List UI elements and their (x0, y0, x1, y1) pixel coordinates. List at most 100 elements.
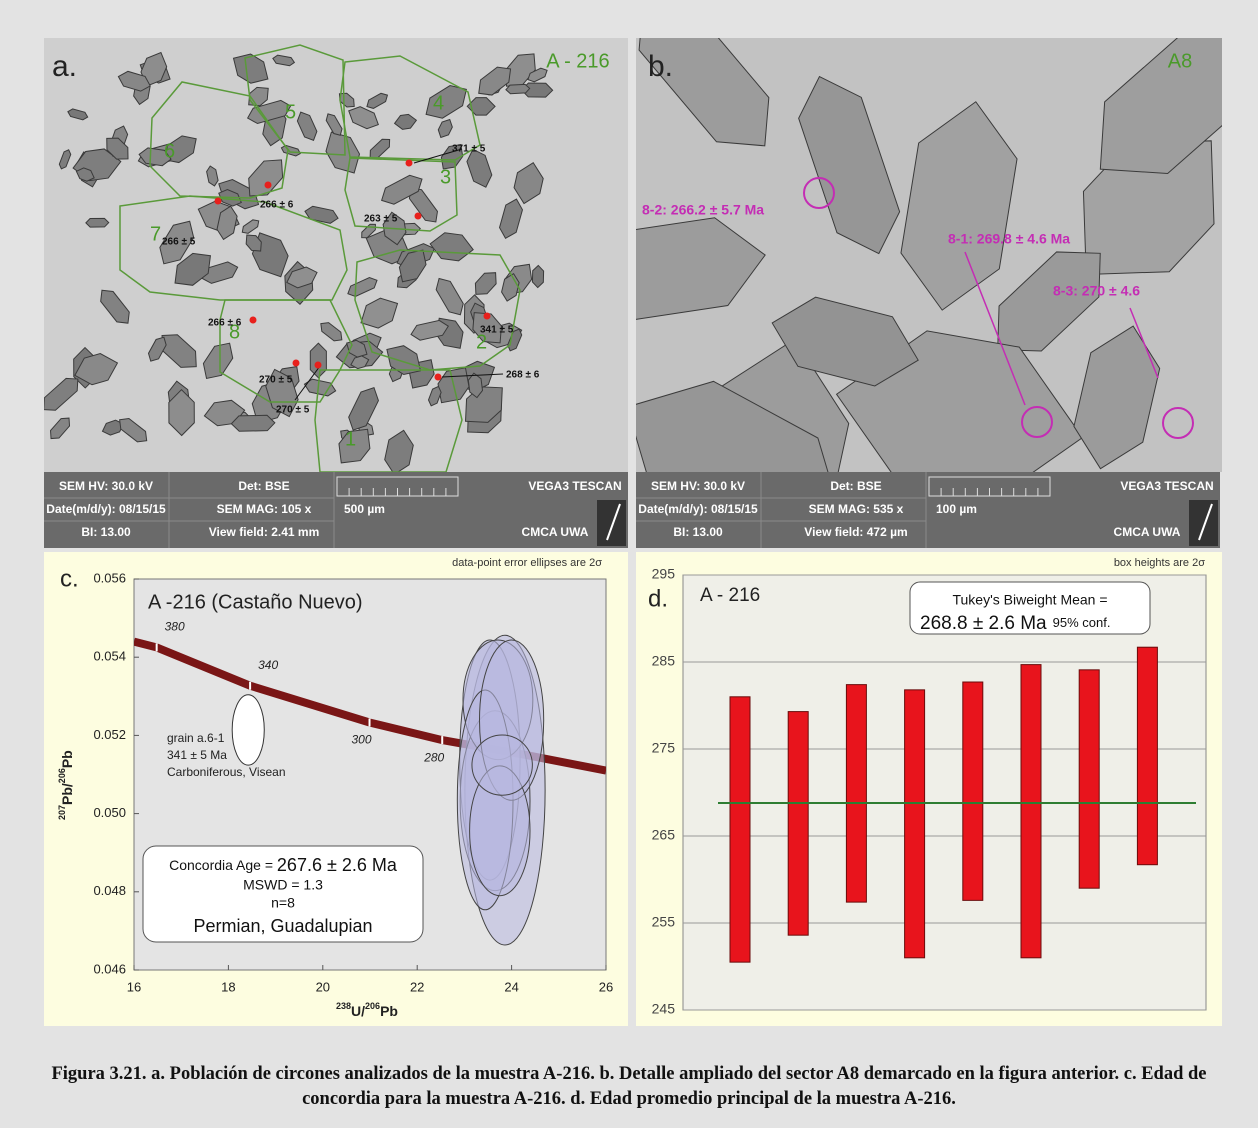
info-text: 500 µm (344, 502, 385, 516)
label-part: 238 (336, 1001, 351, 1011)
y-tick-label: 0.046 (93, 961, 126, 976)
zone-number: 3 (440, 166, 451, 188)
age-label: 263 ± 5 (364, 214, 398, 225)
zone-number: 6 (164, 140, 175, 162)
age-label: 371 ± 5 (452, 144, 486, 155)
x-tick-label: 22 (410, 979, 424, 994)
y-tick-label: 0.054 (93, 649, 126, 664)
age-label: 300 (352, 733, 372, 747)
panel-label: d. (648, 585, 668, 612)
label-part: Pb (380, 1003, 398, 1019)
label-part: 206 (365, 1001, 380, 1011)
spot (435, 374, 442, 381)
info-text: View field: 472 µm (804, 525, 907, 539)
error-ellipse (472, 735, 532, 795)
info-text: View field: 2.41 mm (209, 525, 320, 539)
grain (86, 218, 109, 227)
panel-label: a. (52, 50, 77, 83)
info-text: CMCA UWA (1114, 525, 1181, 539)
age-label: 340 (258, 658, 278, 672)
x-tick-label: 24 (504, 979, 518, 994)
spot (215, 198, 222, 205)
info-text: BI: 13.00 (673, 525, 723, 539)
label-part: 206 (57, 768, 67, 783)
age-label: 341 ± 5 (480, 325, 514, 336)
chart-title: A -216 (Castaño Nuevo) (148, 591, 363, 613)
info-text: 100 µm (936, 502, 977, 516)
grain (506, 84, 530, 94)
range-bar (788, 712, 808, 936)
zone-number: 4 (433, 92, 444, 114)
y-tick-label: 0.052 (93, 727, 126, 742)
chart-title: A - 216 (700, 585, 760, 606)
mean-value: 268.8 ± 2.6 Ma (920, 613, 1047, 634)
panel-label: b. (648, 50, 673, 83)
age-label: 280 (423, 750, 444, 764)
y-tick-label: 0.056 (93, 570, 126, 585)
grain-note: grain a.6-1 (167, 731, 225, 745)
x-tick-label: 18 (221, 979, 235, 994)
zone-number: 5 (285, 101, 296, 123)
result-line: Permian, Guadalupian (193, 916, 372, 936)
info-text: SEM MAG: 105 x (217, 502, 312, 516)
spot (250, 317, 257, 324)
grain-note: 341 ± 5 Ma (167, 748, 227, 762)
info-text: SEM HV: 30.0 kV (59, 479, 153, 493)
age-label: 380 (165, 620, 185, 634)
info-text: Date(m/d/y): 08/15/15 (46, 502, 166, 516)
panel-label: c. (60, 565, 79, 592)
info-text: SEM HV: 30.0 kV (651, 479, 745, 493)
y-tick-label: 255 (652, 914, 676, 930)
concordia-age: Concordia Age = 267.6 ± 2.6 Ma (169, 855, 398, 875)
sem-image-a (44, 38, 628, 472)
spot (265, 182, 272, 189)
info-text: CMCA UWA (522, 525, 589, 539)
age-label: 270 ± 5 (276, 405, 310, 416)
figure-caption: Figura 3.21. a. Población de circones an… (29, 1062, 1229, 1112)
range-bar (846, 685, 866, 903)
logo (597, 500, 626, 546)
spot (293, 360, 300, 367)
y-tick-label: 285 (652, 653, 676, 669)
range-bar (1137, 647, 1157, 865)
logo (1189, 500, 1218, 546)
sample-label: A - 216 (546, 50, 609, 72)
y-tick-label: 0.050 (93, 805, 126, 820)
figure-page: a. A - 216 1 2 3 4 5 6 7 8 371 ± 5 263 ±… (0, 0, 1258, 1128)
grain-ellipse (232, 695, 264, 765)
label-part: U/ (351, 1003, 365, 1019)
spot-label: 8-2: 266.2 ± 5.7 Ma (642, 202, 764, 218)
grain-note: Carboniferous, Visean (167, 765, 286, 779)
y-tick-label: 275 (652, 740, 676, 756)
info-text: VEGA3 TESCAN (528, 479, 621, 493)
spot-label: 8-3: 270 ± 4.6 (1053, 283, 1140, 299)
info-text: Date(m/d/y): 08/15/15 (638, 502, 758, 516)
age-value: 267.6 ± 2.6 Ma (277, 855, 398, 875)
age-prefix: Concordia Age = (169, 857, 277, 873)
x-tick-label: 16 (127, 979, 141, 994)
info-text: Det: BSE (238, 479, 289, 493)
age-label: 270 ± 5 (259, 375, 293, 386)
grain (231, 415, 275, 431)
spot (406, 160, 413, 167)
age-label: 266 ± 6 (208, 318, 242, 329)
x-tick-label: 26 (599, 979, 613, 994)
sample-label: A8 (1168, 50, 1192, 72)
zone-number: 1 (345, 428, 356, 450)
grain (310, 343, 326, 378)
note: box heights are 2σ (1114, 557, 1205, 569)
info-text: VEGA3 TESCAN (1120, 479, 1213, 493)
label-part: Pb/ (59, 783, 75, 805)
info-text: BI: 13.00 (81, 525, 131, 539)
note: data-point error ellipses are 2σ (452, 557, 602, 569)
spot-label: 8-1: 269.8 ± 4.6 Ma (948, 231, 1070, 247)
age-label: 266 ± 5 (162, 237, 196, 248)
range-bar (963, 682, 983, 900)
annotation-line: Tukey's Biweight Mean = (952, 592, 1107, 608)
y-tick-label: 265 (652, 827, 676, 843)
y-tick-label: 0.048 (93, 883, 126, 898)
spot (415, 213, 422, 220)
range-bar (905, 690, 925, 958)
range-bar (730, 697, 750, 962)
info-text: Det: BSE (830, 479, 881, 493)
